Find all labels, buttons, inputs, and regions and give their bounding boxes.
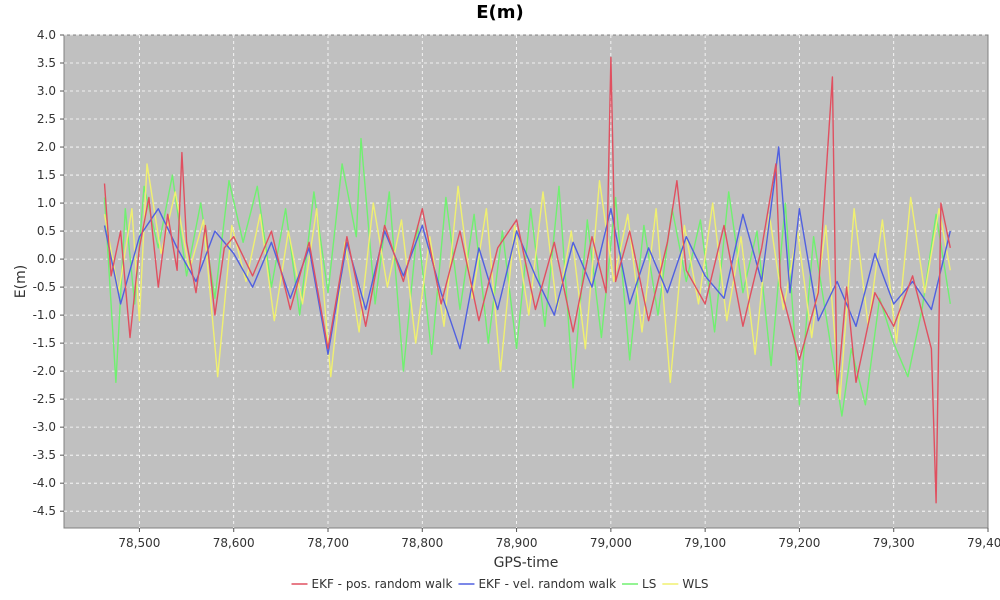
legend-label-ekf-pos-random-walk: EKF - pos. random walk: [312, 577, 453, 591]
y-tick-label: -0.5: [33, 280, 56, 294]
y-tick-label: 0.5: [37, 224, 56, 238]
y-tick-label: 3.5: [37, 56, 56, 70]
plot-area: [63, 34, 989, 529]
x-tick-label: 79,000: [590, 536, 632, 550]
y-tick-label: 0.0: [37, 252, 56, 266]
y-tick-label: 1.5: [37, 168, 56, 182]
series-line-ekf-vel-random-walk: [103, 146, 951, 355]
x-tick-label: 78,700: [307, 536, 349, 550]
y-tick-label: 4.0: [37, 28, 56, 42]
legend-label-ekf-vel-random-walk: EKF - vel. random walk: [478, 577, 616, 591]
x-tick-label: 78,600: [213, 536, 255, 550]
y-tick-label: -3.5: [33, 448, 56, 462]
x-tick-label: 79,200: [778, 536, 820, 550]
y-tick-label: -2.5: [33, 392, 56, 406]
chart-title: E(m): [476, 2, 524, 23]
y-tick-label: 2.0: [37, 140, 56, 154]
x-tick-label: 79,300: [873, 536, 915, 550]
y-tick-label: -1.5: [33, 336, 56, 350]
y-tick-label: -2.0: [33, 364, 56, 378]
x-tick-label: 78,900: [496, 536, 538, 550]
legend-label-ls: LS: [642, 577, 656, 591]
x-tick-label: 79,400: [967, 536, 1000, 550]
legend-label-wls: WLS: [682, 577, 708, 591]
y-tick-label: -4.5: [33, 504, 56, 518]
y-tick-label: -3.0: [33, 420, 56, 434]
series-line-wls: [103, 163, 951, 400]
y-tick-label: 2.5: [37, 112, 56, 126]
y-tick-label: 3.0: [37, 84, 56, 98]
y-tick-label: -1.0: [33, 308, 56, 322]
x-tick-label: 78,800: [401, 536, 443, 550]
series-line-ls: [103, 137, 951, 417]
y-axis-label: E(m): [13, 265, 29, 298]
x-axis-label: GPS-time: [494, 555, 559, 571]
x-tick-label: 78,500: [118, 536, 160, 550]
y-tick-label: 1.0: [37, 196, 56, 210]
x-tick-label: 79,100: [684, 536, 726, 550]
series-line-ekf-pos-random-walk: [103, 56, 951, 504]
y-tick-label: -4.0: [33, 476, 56, 490]
